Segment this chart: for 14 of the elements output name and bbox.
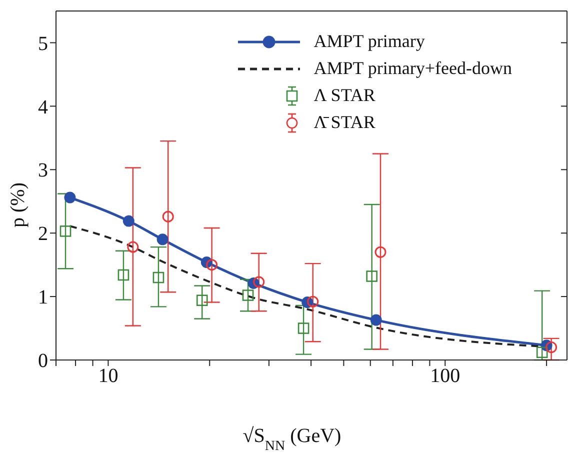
y-tick-label: 4: [38, 96, 48, 118]
legend-label: AMPT primary+feed-down: [314, 58, 512, 79]
y-tick-label: 2: [38, 223, 48, 246]
x-tick-label: 100: [430, 365, 460, 388]
y-tick-label: 1: [38, 286, 48, 309]
y-axis-title: p (%): [7, 182, 29, 228]
y-tick-label: 3: [38, 160, 48, 182]
legend-label: AMPT primary: [314, 31, 425, 52]
x-axis-title: √S$_{NN}$ (GeV): [242, 425, 342, 454]
x-tick-label: 10: [98, 365, 118, 388]
y-tick-label: 0: [38, 350, 48, 372]
y-tick-label: 5: [38, 32, 48, 55]
legend-label: Λ STAR: [314, 85, 376, 106]
legend-label: Λ̄ STAR: [314, 112, 376, 133]
